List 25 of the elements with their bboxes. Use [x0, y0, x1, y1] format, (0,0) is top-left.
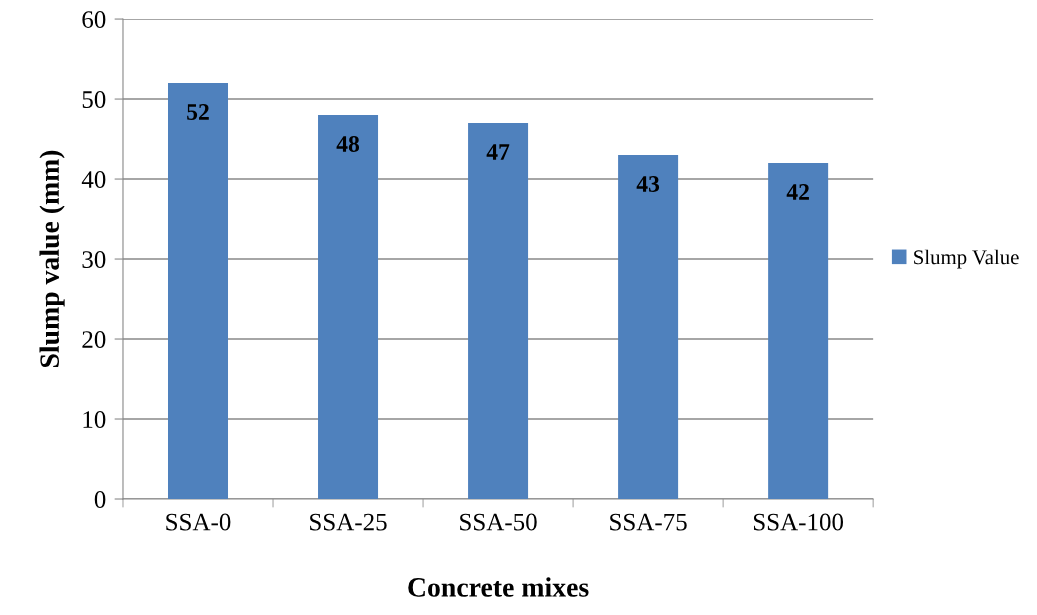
x-tick-label: SSA-75 [610, 513, 687, 531]
bar [318, 115, 379, 500]
bar [168, 83, 229, 500]
x-tick-label: SSA-25 [310, 513, 387, 531]
x-tick-label: SSA-100 [753, 513, 844, 531]
data-label: 48 [336, 135, 360, 152]
y-tick-label: 30 [82, 251, 106, 268]
x-axis-title: Concrete mixes [408, 577, 589, 597]
legend-label: Slump Value [914, 249, 1019, 269]
data-label: 42 [786, 184, 809, 200]
bar [768, 163, 829, 500]
data-label: 47 [486, 144, 510, 160]
y-tick-label: 10 [83, 411, 106, 428]
x-tick-label: SSA-50 [460, 513, 537, 531]
y-tick-label: 20 [82, 331, 106, 348]
y-tick-label: 60 [82, 11, 106, 28]
data-label: 52 [187, 104, 209, 120]
x-tick-label: SSA-0 [166, 513, 231, 531]
y-tick-label: 0 [94, 491, 106, 508]
bar [468, 123, 529, 500]
y-tick-label: 40 [81, 171, 106, 188]
y-tick-label: 50 [82, 91, 106, 108]
y-axis-title: Slump value (mm) [39, 150, 65, 368]
data-label: 43 [636, 176, 660, 192]
bar [618, 155, 679, 500]
